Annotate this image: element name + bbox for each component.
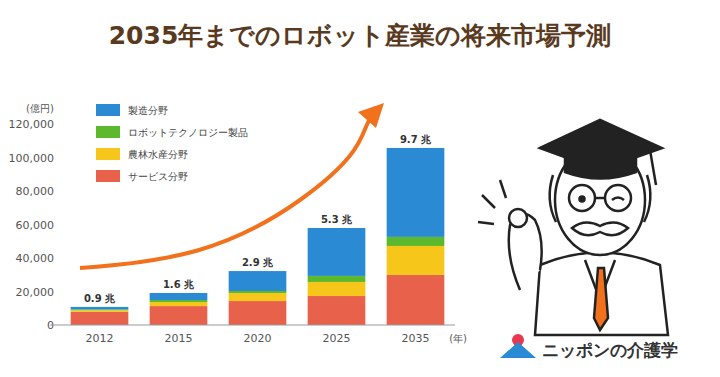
legend-label: サービス分野	[128, 171, 188, 182]
legend-swatch	[96, 126, 120, 138]
wink	[612, 198, 624, 201]
legend-swatch	[96, 170, 120, 182]
professor-illustration	[478, 120, 668, 335]
bars	[71, 148, 445, 325]
glasses-left	[569, 185, 595, 211]
y-axis-label: (億円)	[26, 103, 54, 114]
y-tick-label: 60,000	[16, 219, 55, 232]
glasses-right	[605, 185, 631, 211]
eye	[580, 197, 585, 202]
legend-label: 製造分野	[128, 105, 168, 116]
bar-segment	[387, 148, 445, 237]
bar-segment	[308, 296, 366, 325]
spark	[482, 195, 495, 208]
y-tick	[57, 258, 60, 259]
bar-segment	[150, 300, 208, 302]
bar-segment	[308, 276, 366, 282]
bar-segment	[387, 275, 445, 325]
chart: 2035年までのロボット産業の将来市場予測(億円)020,00040,00060…	[0, 0, 720, 377]
y-tick	[57, 291, 60, 292]
bar-segment	[387, 237, 445, 246]
bar-segment	[71, 312, 129, 325]
brand: ニッポンの介護学	[500, 334, 678, 360]
coat	[535, 253, 668, 336]
x-tick-label: 2025	[323, 332, 351, 345]
x-axis	[50, 325, 455, 326]
bar-segment	[150, 306, 208, 325]
hair	[550, 175, 651, 222]
bar-segment	[71, 310, 129, 312]
tassel	[650, 150, 656, 185]
spark	[478, 222, 494, 224]
y-tick	[57, 124, 60, 125]
y-tick-label: 20,000	[16, 286, 55, 299]
y-tick	[57, 191, 60, 192]
x-axis-label: (年)	[449, 333, 467, 344]
total-label: 0.9 兆	[84, 293, 116, 304]
spark	[500, 180, 506, 198]
bar-segment	[229, 291, 287, 293]
total-label: 5.3 兆	[321, 214, 353, 225]
mustache	[572, 222, 628, 235]
x-tick-label: 2035	[402, 332, 430, 345]
title: 2035年までのロボット産業の将来市場予測	[109, 21, 612, 50]
brand-mountain	[500, 342, 536, 358]
legend-swatch	[96, 148, 120, 160]
y-tick	[57, 157, 60, 158]
total-label: 9.7 兆	[400, 134, 432, 145]
bar-segment	[308, 228, 366, 276]
tie	[594, 268, 608, 330]
bar-segment	[229, 301, 287, 325]
head	[555, 145, 645, 255]
bar-segment	[71, 307, 129, 310]
y-tick-label: 40,000	[16, 252, 55, 265]
legend-label: 農林水産分野	[128, 149, 188, 160]
bar-segment	[229, 271, 287, 291]
legend-label: ロボットテクノロジー製品	[128, 127, 248, 138]
legend-swatch	[96, 104, 120, 116]
y-tick-label: 100,000	[9, 152, 55, 165]
y-tick	[57, 224, 60, 225]
total-label: 2.9 兆	[242, 257, 274, 268]
bar-segment	[150, 293, 208, 300]
x-tick-label: 2020	[244, 332, 272, 345]
x-tick-label: 2012	[86, 332, 114, 345]
arrow-head	[358, 103, 384, 128]
x-tick-label: 2015	[165, 332, 193, 345]
bar-segment	[150, 302, 208, 306]
brand-text: ニッポンの介護学	[542, 340, 678, 360]
bar-segment	[229, 293, 287, 301]
bar-segment	[387, 246, 445, 275]
ok-ring	[509, 209, 527, 227]
y-tick-label: 120,000	[9, 118, 55, 131]
bar-segment	[308, 282, 366, 296]
total-label: 1.6 兆	[163, 279, 195, 290]
cap-base	[565, 155, 636, 179]
glasses-bridge	[595, 197, 605, 200]
legend: 製造分野ロボットテクノロジー製品農林水産分野サービス分野	[96, 104, 248, 182]
y-tick-label: 80,000	[16, 185, 55, 198]
